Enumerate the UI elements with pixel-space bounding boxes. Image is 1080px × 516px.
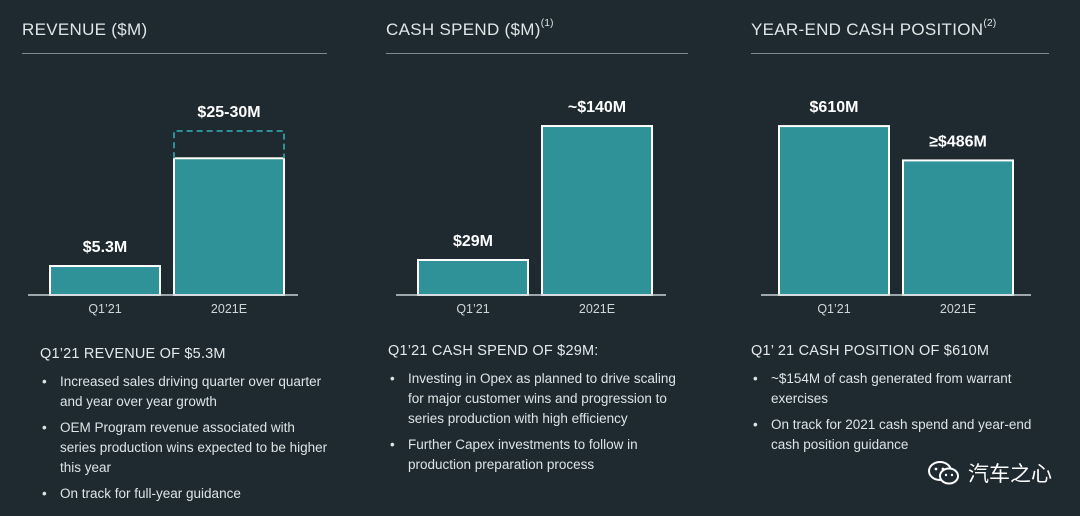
revenue-panel: REVENUE ($M) $5.3M Q1’21 $25-30M 2021E Q1’2… [22, 0, 342, 516]
cash-spend-chart: $29M Q1’21 ~$140M 2021E [396, 99, 666, 316]
tick-label: Q1’21 [817, 302, 850, 316]
range-outline [173, 129, 285, 159]
panel-title-text: YEAR-END CASH POSITION [751, 20, 984, 39]
footnote-mark: (2) [983, 18, 997, 29]
bar-q121 [778, 125, 890, 297]
bullet-item: Investing in Opex as planned to drive sc… [388, 369, 678, 429]
panel-title: YEAR-END CASH POSITION(2) [751, 18, 997, 40]
panel-title-text: REVENUE ($M) [22, 20, 148, 39]
tick-label: Q1’21 [456, 302, 489, 316]
data-label: $610M [810, 99, 859, 116]
bar-2021e [541, 125, 653, 296]
cash-position-panel: YEAR-END CASH POSITION(2) $610M Q1’21 ≥$48… [751, 0, 1071, 516]
bullet-item: Further Capex investments to follow in p… [388, 435, 678, 475]
bullet-list: Investing in Opex as planned to drive sc… [388, 369, 678, 481]
summary-heading: Q1’ 21 CASH POSITION OF $610M [751, 343, 990, 359]
panel-title-text: CASH SPEND ($M) [386, 20, 541, 39]
data-label: $5.3M [83, 239, 127, 256]
title-rule [22, 53, 327, 54]
bar-q121 [49, 265, 161, 296]
bullet-item: On track for full-year guidance [40, 484, 330, 504]
summary-heading: Q1’21 CASH SPEND OF $29M: [388, 343, 599, 359]
title-rule [386, 53, 688, 54]
cash-spend-panel: CASH SPEND ($M)(1) $29M Q1’21 ~$140M 2021E … [386, 0, 706, 516]
revenue-chart: $5.3M Q1’21 $25-30M 2021E [28, 104, 298, 316]
bar-q121 [417, 259, 529, 296]
bullet-item: Increased sales driving quarter over qua… [40, 372, 330, 412]
bullet-item: ~$154M of cash generated from warrant ex… [751, 369, 1041, 409]
bullet-item: OEM Program revenue associated with seri… [40, 418, 330, 478]
bar-2021e [902, 159, 1014, 296]
wechat-icon [928, 461, 959, 485]
footnote-mark: (1) [540, 18, 554, 29]
cash-position-chart: $610M Q1’21 ≥$486M 2021E [761, 99, 1031, 316]
panel-title: REVENUE ($M) [22, 20, 147, 40]
bar-2021e [173, 157, 285, 296]
summary-heading: Q1’21 REVENUE OF $5.3M [40, 346, 226, 362]
data-label: ≥$486M [929, 133, 987, 150]
tick-label: 2021E [940, 302, 976, 316]
watermark: 汽车之心 [928, 458, 1052, 488]
title-rule [751, 53, 1049, 54]
data-label: ~$140M [568, 99, 626, 116]
data-label: $25-30M [197, 104, 260, 121]
bullet-list: Increased sales driving quarter over qua… [40, 372, 330, 510]
tick-label: Q1’21 [88, 302, 121, 316]
bullet-list: ~$154M of cash generated from warrant ex… [751, 369, 1041, 461]
watermark-text: 汽车之心 [968, 462, 1052, 486]
tick-label: 2021E [211, 302, 247, 316]
bullet-item: On track for 2021 cash spend and year-en… [751, 415, 1041, 455]
data-label: $29M [453, 233, 493, 250]
tick-label: 2021E [579, 302, 615, 316]
panel-title: CASH SPEND ($M)(1) [386, 18, 554, 40]
